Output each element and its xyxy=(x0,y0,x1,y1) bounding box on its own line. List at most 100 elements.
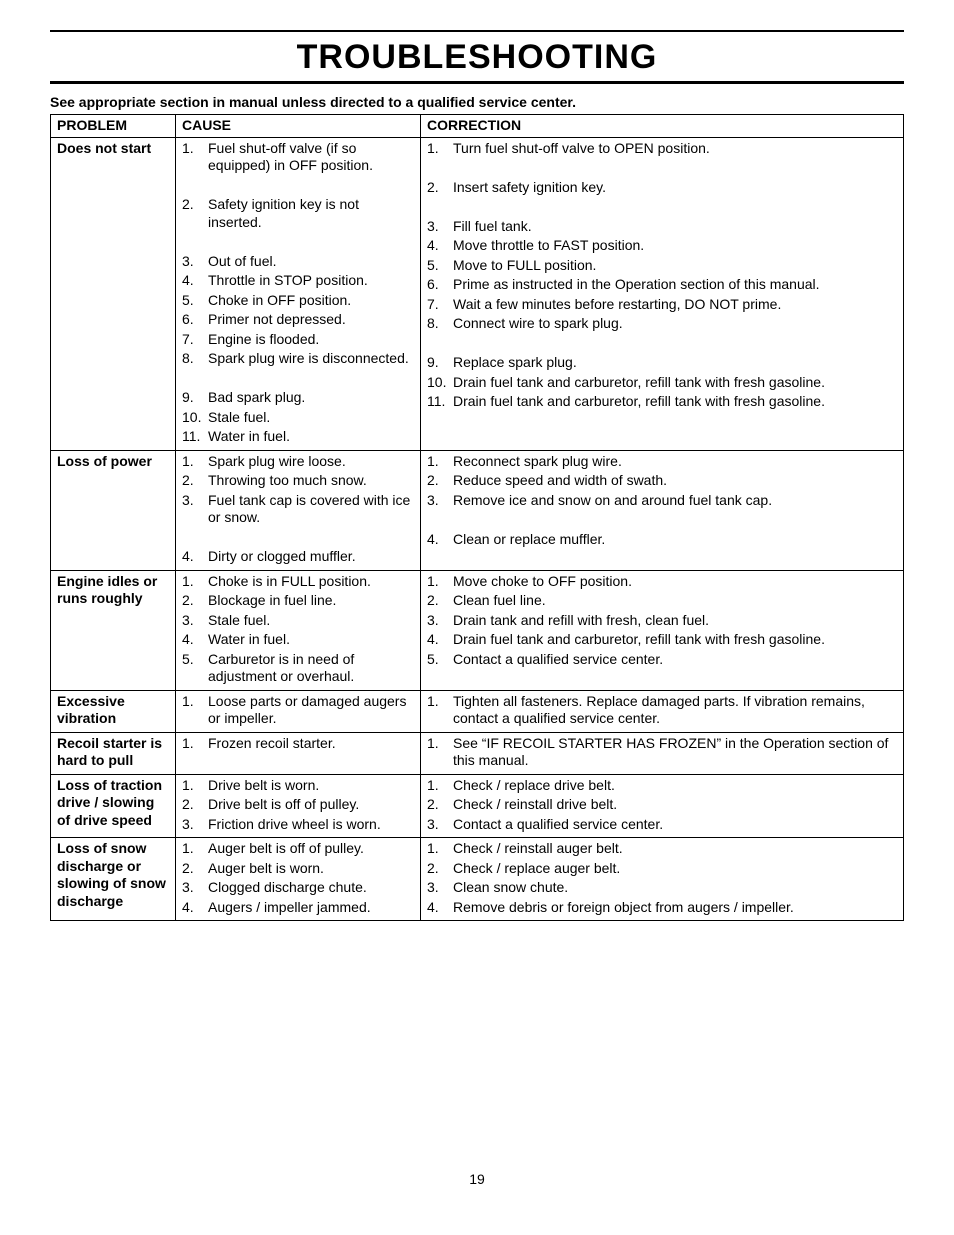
list-number: 2. xyxy=(182,592,208,610)
list-item: 2.Blockage in fuel line. xyxy=(182,592,414,610)
list-number: 5. xyxy=(427,257,453,275)
list-number: 1. xyxy=(427,453,453,471)
cause-cell: 1.Auger belt is off of pulley. 2.Auger be… xyxy=(176,838,421,921)
list-text: Reconnect spark plug wire. xyxy=(453,453,897,471)
list-text: Fuel tank cap is covered with ice or sno… xyxy=(208,492,414,527)
correction-cell: 1.Check / replace drive belt.2.Check / r… xyxy=(421,774,904,838)
list-text: Drain fuel tank and carburetor, refill t… xyxy=(453,393,897,411)
list-item: 1.Drive belt is worn. xyxy=(182,777,414,795)
list-text: Auger belt is off of pulley. xyxy=(208,840,414,858)
list-text: Stale fuel. xyxy=(208,612,414,630)
list-text: Spark plug wire is disconnected. xyxy=(208,350,414,368)
list-item: 3.Fill fuel tank. xyxy=(427,218,897,236)
list-text: Throwing too much snow. xyxy=(208,472,414,490)
list-item: 1.Tighten all fasteners. Replace damaged… xyxy=(427,693,897,728)
list-number: 3. xyxy=(182,816,208,834)
list-gap xyxy=(427,511,897,529)
list-text: Choke is in FULL position. xyxy=(208,573,414,591)
list-text: Contact a qualified service center. xyxy=(453,816,897,834)
cause-cell: 1.Choke is in FULL position.2.Blockage i… xyxy=(176,570,421,690)
correction-cell: 1.Check / reinstall auger belt. 2.Check /… xyxy=(421,838,904,921)
correction-cell: 1.Reconnect spark plug wire.2.Reduce spe… xyxy=(421,450,904,570)
list-item: 6.Prime as instructed in the Operation s… xyxy=(427,276,897,294)
list-item: 2.Check / replace auger belt. xyxy=(427,860,897,878)
list-text: Drain fuel tank and carburetor, refill t… xyxy=(453,374,897,392)
list-text: Tighten all fasteners. Replace damaged p… xyxy=(453,693,897,728)
numbered-list: 1.Choke is in FULL position.2.Blockage i… xyxy=(182,573,414,686)
list-number: 1. xyxy=(182,777,208,795)
list-number: 2. xyxy=(182,796,208,814)
numbered-list: 1.Move choke to OFF position.2.Clean fue… xyxy=(427,573,897,669)
correction-cell: 1.See “IF RECOIL STARTER HAS FROZEN” in … xyxy=(421,732,904,774)
page-number: 19 xyxy=(50,1171,904,1187)
list-text: Fuel shut-off valve (if so equipped) in … xyxy=(208,140,414,175)
correction-cell: 1.Turn fuel shut-off valve to OPEN posit… xyxy=(421,137,904,450)
problem-cell: Does not start xyxy=(51,137,176,450)
problem-cell: Recoil starter is hard to pull xyxy=(51,732,176,774)
list-text: Move to FULL position. xyxy=(453,257,897,275)
list-item: 6.Primer not depressed. xyxy=(182,311,414,329)
list-text: Check / replace auger belt. xyxy=(453,860,897,878)
list-item: 3.Contact a qualified service center. xyxy=(427,816,897,834)
list-item: 8.Spark plug wire is disconnected. xyxy=(182,350,414,368)
list-gap xyxy=(182,529,414,547)
list-number: 10. xyxy=(427,374,453,392)
list-number: 1. xyxy=(427,840,453,858)
list-number: 3. xyxy=(427,612,453,630)
list-text: Check / reinstall drive belt. xyxy=(453,796,897,814)
table-row: Loss of traction drive / slowing of driv… xyxy=(51,774,904,838)
list-item: 4.Drain fuel tank and carburetor, refill… xyxy=(427,631,897,649)
list-number: 9. xyxy=(427,354,453,372)
list-item: 7.Wait a few minutes before restarting, … xyxy=(427,296,897,314)
list-item: 2.Auger belt is worn. xyxy=(182,860,414,878)
list-item: 5.Choke in OFF position. xyxy=(182,292,414,310)
numbered-list: 1.See “IF RECOIL STARTER HAS FROZEN” in … xyxy=(427,735,897,770)
list-item: 2.Insert safety ignition key. xyxy=(427,179,897,197)
table-row: Does not start1.Fuel shut-off valve (if … xyxy=(51,137,904,450)
list-text: Clogged discharge chute. xyxy=(208,879,414,897)
list-item: 7.Engine is flooded. xyxy=(182,331,414,349)
list-number: 1. xyxy=(182,840,208,858)
list-item: 2.Drive belt is off of pulley. xyxy=(182,796,414,814)
list-number: 2. xyxy=(427,796,453,814)
list-text: See “IF RECOIL STARTER HAS FROZEN” in th… xyxy=(453,735,897,770)
list-text: Remove debris or foreign object from aug… xyxy=(453,899,897,917)
list-text: Loose parts or damaged augers or impelle… xyxy=(208,693,414,728)
list-number: 5. xyxy=(427,651,453,669)
cause-cell: 1.Drive belt is worn.2.Drive belt is off… xyxy=(176,774,421,838)
list-item: 3.Fuel tank cap is covered with ice or s… xyxy=(182,492,414,527)
numbered-list: 1.Frozen recoil starter. xyxy=(182,735,414,753)
list-number: 3. xyxy=(427,218,453,236)
table-row: Loss of snow discharge or slowing of sno… xyxy=(51,838,904,921)
cause-cell: 1.Loose parts or damaged augers or impel… xyxy=(176,690,421,732)
numbered-list: 1.Drive belt is worn.2.Drive belt is off… xyxy=(182,777,414,834)
list-number: 1. xyxy=(427,140,453,158)
cause-cell: 1.Spark plug wire loose.2.Throwing too m… xyxy=(176,450,421,570)
list-item: 1.Check / reinstall auger belt. xyxy=(427,840,897,858)
list-item: 9.Replace spark plug. xyxy=(427,354,897,372)
list-number: 4. xyxy=(427,631,453,649)
list-text: Throttle in STOP position. xyxy=(208,272,414,290)
table-row: Recoil starter is hard to pull 1.Frozen r… xyxy=(51,732,904,774)
list-text: Bad spark plug. xyxy=(208,389,414,407)
list-item: 3.Out of fuel. xyxy=(182,253,414,271)
list-text: Wait a few minutes before restarting, DO… xyxy=(453,296,897,314)
list-text: Drain tank and refill with fresh, clean … xyxy=(453,612,897,630)
list-item: 11.Water in fuel. xyxy=(182,428,414,446)
list-text: Clean fuel line. xyxy=(453,592,897,610)
list-text: Prime as instructed in the Operation sec… xyxy=(453,276,897,294)
list-number: 4. xyxy=(427,531,453,549)
list-item: 10.Stale fuel. xyxy=(182,409,414,427)
list-text: Primer not depressed. xyxy=(208,311,414,329)
list-text: Replace spark plug. xyxy=(453,354,897,372)
list-gap xyxy=(182,233,414,251)
header-problem: PROBLEM xyxy=(51,115,176,138)
list-number: 1. xyxy=(427,777,453,795)
numbered-list: 1.Fuel shut-off valve (if so equipped) i… xyxy=(182,140,414,446)
list-item: 1.Check / replace drive belt. xyxy=(427,777,897,795)
list-text: Clean snow chute. xyxy=(453,879,897,897)
list-number: 2. xyxy=(427,592,453,610)
problem-cell: Loss of traction drive / slowing of driv… xyxy=(51,774,176,838)
list-number: 5. xyxy=(182,651,208,669)
list-text: Check / replace drive belt. xyxy=(453,777,897,795)
